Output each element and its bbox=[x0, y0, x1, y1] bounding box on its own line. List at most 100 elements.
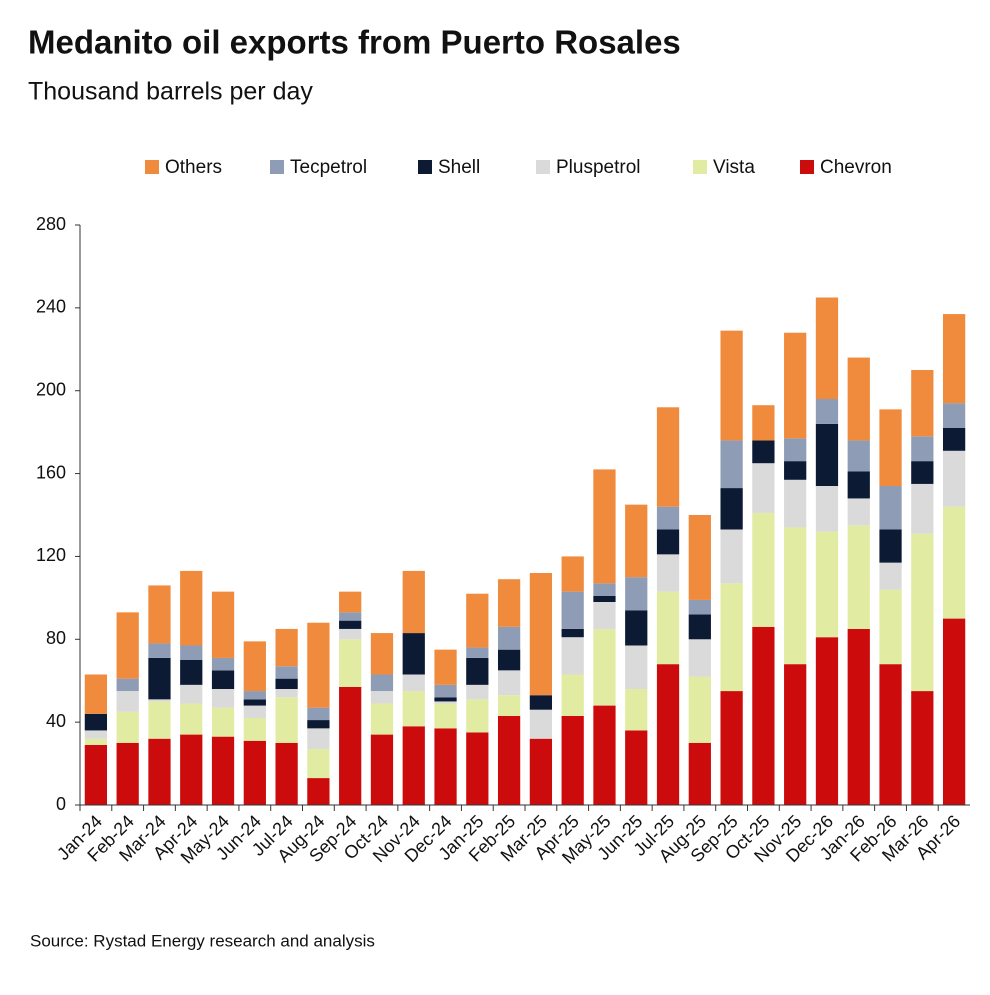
bar-segment bbox=[879, 664, 902, 805]
bar-segment bbox=[116, 612, 139, 679]
bar-segment bbox=[720, 488, 743, 530]
bar-segment bbox=[497, 626, 521, 650]
bar-segment bbox=[497, 695, 521, 716]
bar-segment bbox=[815, 423, 839, 486]
bar-segment bbox=[847, 471, 870, 499]
bar-segment bbox=[911, 533, 934, 692]
bar-segment bbox=[370, 674, 394, 692]
bar-segment bbox=[593, 602, 616, 629]
bar-segment bbox=[434, 703, 457, 729]
bar-segment bbox=[656, 664, 680, 805]
bar-segment bbox=[561, 591, 584, 629]
bar-segment bbox=[148, 657, 171, 700]
bar-segment bbox=[497, 670, 521, 696]
legend-label: Others bbox=[165, 157, 222, 178]
bar-segment bbox=[688, 515, 711, 600]
bar-segment bbox=[879, 486, 902, 530]
bar-segment bbox=[656, 529, 680, 555]
bar-segment bbox=[815, 637, 839, 805]
legend-swatch bbox=[145, 160, 159, 174]
bar-segment bbox=[466, 699, 489, 733]
bar-segment bbox=[720, 691, 743, 805]
bar-segment bbox=[402, 674, 425, 692]
bar-segment bbox=[561, 637, 584, 675]
bar-segment bbox=[370, 703, 394, 735]
bar-segment bbox=[275, 628, 298, 667]
bar-segment bbox=[180, 684, 203, 704]
bar-segment bbox=[84, 674, 108, 714]
bar-segment bbox=[275, 742, 298, 805]
bar-segment bbox=[275, 666, 298, 679]
bar-segment bbox=[784, 479, 807, 528]
bar-segment bbox=[625, 730, 648, 805]
bar-segment bbox=[942, 314, 966, 404]
bar-segment bbox=[402, 691, 425, 727]
bar-segment bbox=[942, 450, 966, 507]
bar-segment bbox=[148, 738, 171, 805]
bar-segment bbox=[847, 440, 870, 472]
bar-segment bbox=[815, 531, 839, 638]
bar-segment bbox=[148, 701, 171, 739]
bar-segment bbox=[307, 728, 330, 750]
y-tick-label: 80 bbox=[46, 628, 66, 648]
bar-segment bbox=[911, 461, 934, 484]
legend-label: Pluspetrol bbox=[556, 157, 641, 178]
bar-segment bbox=[339, 628, 362, 640]
bar-segment bbox=[84, 744, 108, 805]
bar-segment bbox=[275, 697, 298, 743]
bar-segment bbox=[211, 591, 235, 658]
chart-title: Medanito oil exports from Puerto Rosales bbox=[28, 24, 681, 61]
bar-segment bbox=[529, 695, 553, 710]
bar-segment bbox=[148, 643, 171, 658]
bar-segment bbox=[911, 691, 934, 805]
bar-segment bbox=[752, 626, 775, 805]
bar-segment bbox=[752, 512, 775, 627]
y-tick-label: 240 bbox=[36, 297, 66, 317]
bar-segment bbox=[784, 461, 807, 480]
bar-segment bbox=[466, 647, 489, 658]
bar-segment bbox=[688, 614, 711, 640]
bar-segment bbox=[815, 399, 839, 424]
bar-segment bbox=[434, 684, 457, 698]
bar-segment bbox=[784, 332, 807, 439]
bar-segment bbox=[593, 583, 616, 596]
legend-label: Vista bbox=[713, 157, 755, 178]
y-tick-label: 200 bbox=[36, 379, 66, 399]
bar-segment bbox=[339, 686, 362, 805]
bar-segment bbox=[339, 620, 362, 629]
bar-segment bbox=[402, 570, 425, 634]
bar-segment bbox=[911, 436, 934, 462]
bar-segment bbox=[434, 728, 457, 805]
bar-segment bbox=[339, 591, 362, 613]
bar-segment bbox=[434, 701, 457, 704]
bar-segment bbox=[593, 628, 616, 706]
bar-segment bbox=[211, 707, 235, 737]
bar-segment bbox=[752, 405, 775, 441]
bar-segment bbox=[656, 554, 680, 592]
bar-segment bbox=[593, 469, 616, 584]
bar-segment bbox=[370, 734, 394, 805]
bar-segment bbox=[593, 595, 616, 602]
bar-segment bbox=[879, 529, 902, 563]
bar-segment bbox=[116, 742, 139, 805]
bar-segment bbox=[784, 438, 807, 462]
bar-segment bbox=[116, 678, 139, 692]
bar-segment bbox=[307, 749, 330, 779]
bar-segment bbox=[720, 583, 743, 692]
bar-segment bbox=[180, 570, 203, 646]
bar-segment bbox=[911, 370, 934, 437]
bar-segment bbox=[180, 660, 203, 685]
bar-segment bbox=[752, 440, 775, 464]
bar-segment bbox=[529, 709, 553, 739]
bar-segment bbox=[720, 330, 743, 441]
bar-segment bbox=[243, 705, 266, 718]
bar-segment bbox=[402, 726, 425, 805]
bar-segment bbox=[466, 732, 489, 805]
bar-segment bbox=[942, 506, 966, 619]
bar-segment bbox=[211, 670, 235, 689]
bar-segment bbox=[466, 684, 489, 700]
bar-segment bbox=[307, 778, 330, 805]
bar-segment bbox=[211, 657, 235, 671]
chart-subtitle: Thousand barrels per day bbox=[28, 78, 313, 106]
